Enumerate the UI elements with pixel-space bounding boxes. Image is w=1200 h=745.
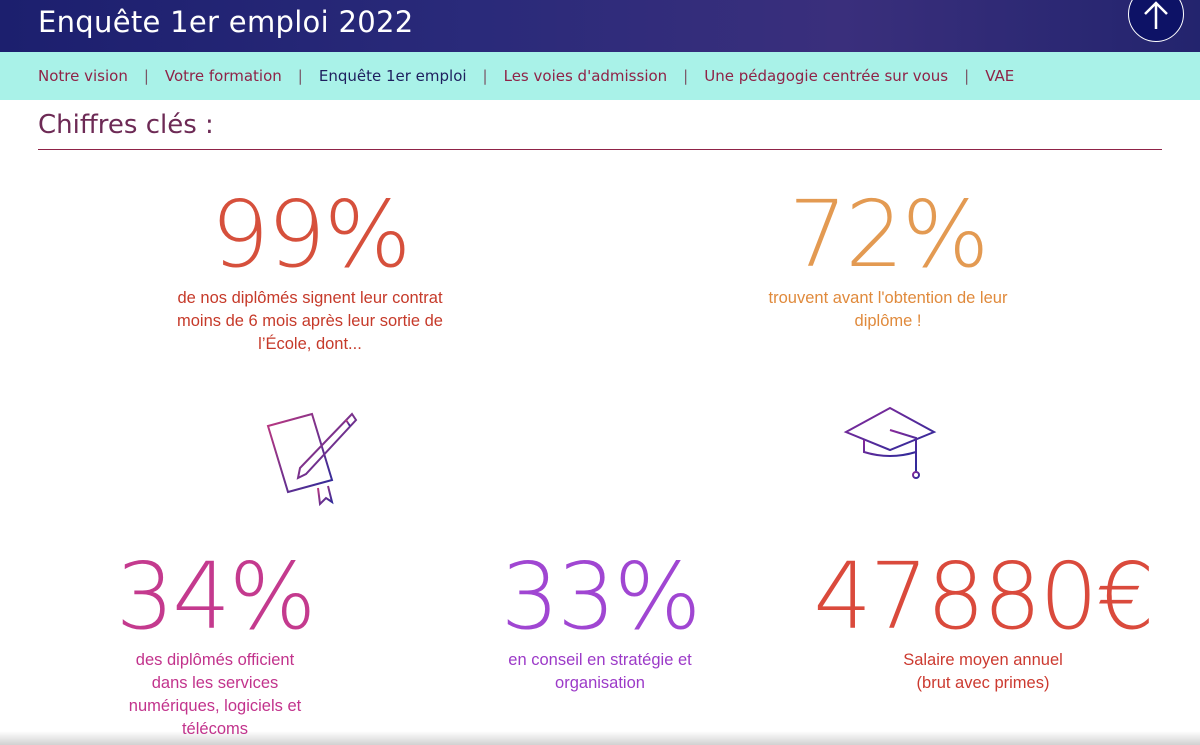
description-line: des diplômés officient (135, 651, 295, 669)
graduation-cap-icon (843, 406, 937, 479)
description-line: de nos diplômés signent leur contrat (177, 289, 443, 307)
stat-figure: 47880€ (813, 543, 1154, 650)
nav-link[interactable]: Votre formation (164, 67, 282, 85)
scroll-top-button[interactable] (1128, 0, 1184, 42)
stat-description: trouvent avant l'obtention de leur diplôm… (769, 287, 1008, 333)
header-banner: Enquête 1er emploi 2022 (0, 0, 1200, 52)
stat-figure: 72% (788, 181, 989, 288)
stat-description: de nos diplômés signent leur contrat moin… (177, 287, 443, 356)
divider (38, 149, 1162, 150)
description-line: trouvent avant l'obtention de leur (768, 289, 1008, 307)
nav-link[interactable]: Enquête 1er emploi (318, 67, 467, 85)
nav-link[interactable]: Une pédagogie centrée sur vous (704, 67, 949, 85)
page-title: Enquête 1er emploi 2022 (38, 5, 414, 39)
description-line: l’École, dont... (258, 335, 362, 353)
description-line: numériques, logiciels et (128, 697, 302, 715)
description-line: organisation (555, 674, 645, 692)
stat-block: 47880€ Salaire moyen annuel (brut avec pri… (813, 543, 1154, 695)
description-line: dans les services (151, 674, 279, 692)
stat-block: 72% trouvent avant l'obtention de leur dip… (769, 185, 1008, 333)
nav-link[interactable]: Les voies d'admission (503, 67, 668, 85)
nav-link[interactable]: VAE (985, 67, 1015, 85)
nav-bar: Notre vision | Votre formation | Enquête 1er… (0, 52, 1200, 100)
nav-separator: | (683, 67, 689, 85)
arrow-up-icon (1144, 1, 1168, 29)
description-line: télécoms (181, 720, 249, 738)
nav-separator: | (143, 67, 149, 85)
stat-figure: 33% (500, 543, 701, 650)
description-line: Salaire moyen annuel (903, 651, 1063, 669)
notebook-icon (266, 412, 358, 507)
nav-separator: | (297, 67, 303, 85)
stat-figure: 34% (115, 543, 316, 650)
nav-separator: | (482, 67, 488, 85)
stat-block: 99% de nos diplômés signent leur contrat m… (177, 185, 443, 356)
stat-description: des diplômés officient dans les services n… (116, 649, 314, 741)
stat-block: 33% en conseil en stratégie et organisatio… (500, 543, 701, 695)
description-line: en conseil en stratégie et (508, 651, 692, 669)
stat-block: 34% des diplômés officient dans les servic… (115, 543, 316, 741)
description-line: moins de 6 mois après leur sortie de (177, 312, 443, 330)
section-title: Chiffres clés : (38, 110, 214, 140)
nav-link[interactable]: Notre vision (38, 67, 128, 85)
bottom-shadow (0, 731, 1200, 745)
stat-description: Salaire moyen annuel (brut avec primes) (813, 649, 1152, 695)
description-line: diplôme ! (854, 312, 922, 330)
stat-figure: 99% (210, 181, 411, 288)
description-line: (brut avec primes) (916, 674, 1050, 692)
stat-description: en conseil en stratégie et organisation (501, 649, 699, 695)
nav-separator: | (964, 67, 970, 85)
